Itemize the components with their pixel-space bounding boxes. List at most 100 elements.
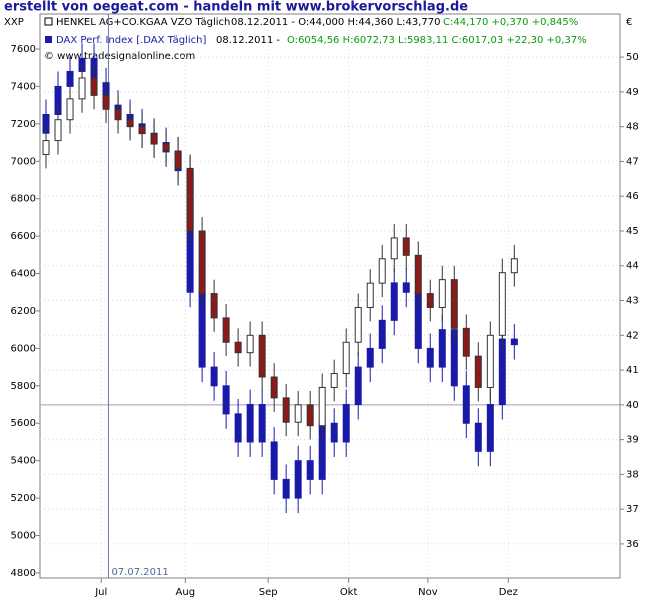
x-tick-label: Sep — [259, 587, 278, 598]
candle-body — [354, 366, 362, 406]
legend-icon — [45, 36, 52, 43]
candle-body — [66, 70, 74, 87]
y-tick-label: 6800 — [11, 194, 36, 205]
x-tick-label: Aug — [176, 587, 196, 598]
candle-body — [174, 150, 182, 169]
candle-body — [402, 237, 410, 256]
y-tick-label: 7200 — [11, 119, 36, 130]
candle-body — [474, 355, 482, 388]
corner-right: € — [626, 17, 632, 28]
y2-tick-label: 39 — [626, 435, 639, 446]
candle-body — [438, 279, 446, 308]
y-tick-label: 6600 — [11, 231, 36, 242]
candle-body — [510, 338, 518, 346]
candle-body — [54, 119, 62, 142]
candle-body — [450, 279, 458, 329]
y-tick-label: 7400 — [11, 81, 36, 92]
candle-body — [462, 327, 470, 357]
candle-body — [426, 293, 434, 308]
candle-body — [330, 422, 338, 443]
candle-body — [138, 126, 146, 135]
y2-tick-label: 44 — [626, 261, 639, 272]
x-tick-label: Okt — [340, 587, 358, 598]
candle-body — [78, 77, 86, 100]
candle-body — [246, 404, 254, 443]
candle-body — [198, 230, 206, 295]
candle-body — [378, 258, 386, 284]
y-tick-label: 5400 — [11, 456, 36, 467]
candle-body — [414, 254, 422, 295]
legend-change: C:44,170 +0,370 +0,845% — [443, 17, 578, 28]
y2-tick-label: 47 — [626, 156, 639, 167]
legend-info: 08.12.2011 - O:44,000 H:44,360 L:43,770 — [231, 17, 440, 28]
candle-body — [210, 366, 218, 387]
candle-body — [114, 108, 122, 121]
candle-body — [126, 119, 134, 128]
candle-body — [486, 334, 494, 388]
plot-frame — [39, 13, 621, 579]
candle-body — [246, 334, 254, 354]
y2-tick-label: 46 — [626, 191, 639, 202]
candle-body — [42, 140, 50, 155]
candle-body — [402, 282, 410, 293]
legend-name: DAX Perf. Index [.DAX Täglich] — [56, 35, 206, 46]
candle-body — [270, 441, 278, 480]
candle-body — [222, 317, 230, 343]
x-tick-label: Jul — [94, 587, 107, 598]
x-tick-label: Nov — [418, 587, 438, 598]
candle-body — [426, 347, 434, 368]
candle-body — [438, 329, 446, 368]
chart-title: erstellt von oegeat.com - handeln mit ww… — [4, 0, 468, 15]
candle-body — [354, 306, 362, 343]
candle-body — [150, 133, 158, 145]
candle-body — [282, 478, 290, 499]
y-tick-label: 4800 — [11, 568, 36, 579]
y2-tick-label: 36 — [626, 539, 639, 550]
candle-body — [306, 404, 314, 427]
candle-body — [258, 404, 266, 443]
candle-body — [294, 404, 302, 423]
candle-body — [66, 98, 74, 121]
y-tick-label: 5800 — [11, 381, 36, 392]
y2-tick-label: 45 — [626, 226, 639, 237]
y-tick-label: 6400 — [11, 269, 36, 280]
y-tick-label: 7000 — [11, 156, 36, 167]
candle-body — [234, 413, 242, 443]
y2-tick-label: 50 — [626, 52, 639, 63]
candle-body — [186, 167, 194, 232]
y2-tick-label: 38 — [626, 469, 639, 480]
y-tick-label: 5600 — [11, 418, 36, 429]
candle-body — [222, 385, 230, 415]
y2-tick-label: 49 — [626, 87, 639, 98]
y2-tick-label: 41 — [626, 365, 639, 376]
y2-tick-label: 43 — [626, 296, 639, 307]
candle-body — [318, 386, 326, 427]
candle-body — [498, 272, 506, 336]
legend-change: O:6054,56 H:6072,73 L:5983,11 C:6017,03 … — [287, 35, 587, 46]
legend-name: HENKEL AG+CO.KGAA VZO Täglich — [56, 17, 230, 28]
candle-body — [378, 319, 386, 349]
candle-body — [366, 282, 374, 308]
candle-body — [210, 293, 218, 319]
candle-body — [366, 347, 374, 368]
y-tick-label: 5000 — [11, 531, 36, 542]
legend-icon — [44, 17, 53, 26]
copyright: © www.tradesignalonline.com — [44, 51, 195, 62]
candle-body — [294, 460, 302, 499]
legend-info: 08.12.2011 - — [216, 35, 280, 46]
candle-body — [234, 341, 242, 354]
y-tick-label: 6200 — [11, 306, 36, 317]
candle-body — [306, 460, 314, 480]
candle-body — [390, 237, 398, 260]
candle-body — [162, 143, 170, 152]
y-tick-label: 5200 — [11, 493, 36, 504]
candle-body — [342, 404, 350, 443]
y-tick-label: 6000 — [11, 343, 36, 354]
y2-tick-label: 37 — [626, 504, 639, 515]
y2-tick-label: 48 — [626, 122, 639, 133]
corner-left: XXP — [4, 17, 24, 28]
candle-body — [510, 258, 518, 274]
candle-body — [474, 422, 482, 452]
candle-body — [102, 94, 110, 110]
